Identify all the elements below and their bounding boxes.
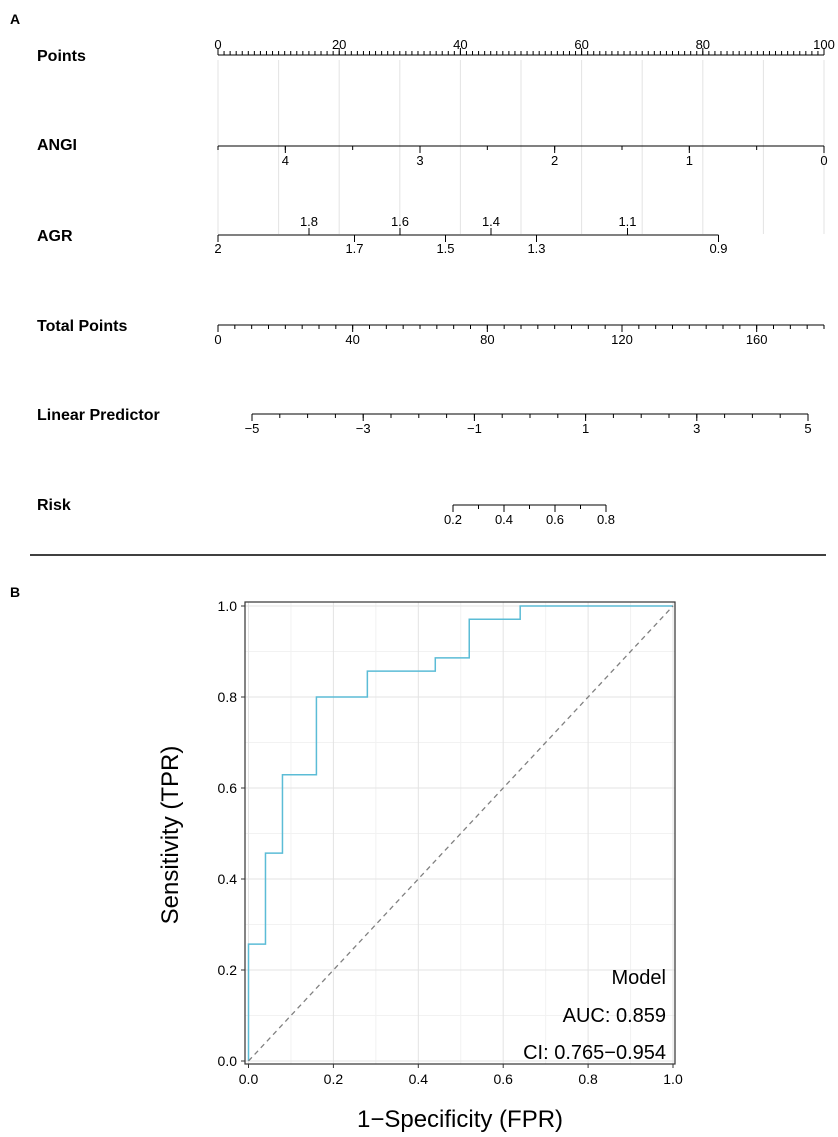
scale-tick-label: 160 [746,332,768,347]
scale-tick-label: 1.6 [391,214,409,229]
scale-tick-label: 1.1 [618,214,636,229]
scale-angi: 4 3 2 1 0 [217,145,828,168]
panel-b-label: B [10,584,20,600]
scale-tick-label: 20 [332,37,346,52]
y-axis-label: Sensitivity (TPR) [157,746,184,925]
row-label-points: Points [37,48,86,65]
x-tick-label: 0.8 [578,1071,598,1087]
x-tick-label: 0.4 [409,1071,429,1087]
scale-tick-label: 40 [453,37,467,52]
scale-tick-label: −5 [245,421,260,436]
scale-tick-label: 0 [820,153,827,168]
scale-tick-label: −3 [356,421,371,436]
scale-tick-label: 0.4 [495,512,513,527]
scale-tick-label: 80 [696,37,710,52]
y-tick-label: 1.0 [218,598,238,614]
scale-tick-label: 2 [214,241,221,256]
scale-tick-label: 0 [214,37,221,52]
y-tick-label: 0.2 [218,962,238,978]
x-tick-label: 0.2 [324,1071,344,1087]
scale-tick-label: 80 [480,332,494,347]
scale-tick-label: 0.2 [444,512,462,527]
scale-tick-label: 1.8 [300,214,318,229]
panel-a-label: A [10,11,20,27]
scale-tick-label: 120 [611,332,633,347]
reference-diagonal-line [248,605,674,1062]
scale-tick-label: 1 [686,153,693,168]
legend-auc: AUC: 0.859 [563,1005,666,1027]
x-tick-label: 0.0 [239,1071,259,1087]
scale-tick-label: 5 [804,421,811,436]
nomogram-row-total-points: Total Points [37,318,127,335]
x-tick-label: 0.6 [493,1071,513,1087]
scale-tick-label: 3 [693,421,700,436]
nomogram-row-risk: Risk [37,497,71,514]
scale-tick-label: 1.5 [436,241,454,256]
roc-chart: 0.0 0.2 0.4 0.6 0.8 1.0 0.0 0.2 0.4 0.6 0.8 1.0 [218,598,683,1087]
row-label-agr: AGR [37,228,73,245]
y-tick-label: 0.4 [218,871,238,887]
scale-tick-label: 4 [282,153,289,168]
scale-tick-label: 60 [574,37,588,52]
scale-risk: 0.2 0.4 0.6 0.8 [444,504,615,527]
nomogram-row-points: Points [37,48,86,65]
scale-total-points: 0 40 80 120 160 [214,324,825,347]
plot-frame [244,601,676,1065]
scale-tick-label: 40 [345,332,359,347]
scale-tick-label: 2 [551,153,558,168]
row-label-linear-predictor: Linear Predictor [37,407,160,424]
roc-curve [247,605,673,1061]
x-tick-label: 1.0 [663,1071,683,1087]
row-label-total-points: Total Points [37,318,127,335]
nomogram-row-agr: AGR [37,228,73,245]
y-tick-label: 0.0 [218,1053,238,1069]
nomogram-gridlines [217,60,825,234]
nomogram-row-angi: ANGI [37,137,77,154]
y-tick-label: 0.8 [218,689,238,705]
legend-model: Model [612,967,666,989]
row-label-angi: ANGI [37,137,77,154]
scale-tick-label: 100 [813,37,835,52]
scale-tick-label: −1 [467,421,482,436]
scale-tick-label: 1.4 [482,214,500,229]
scale-points: 0 20 40 60 80 100 [214,37,835,56]
nomogram: Points ANGI AGR Total Points Linear Pred… [37,48,160,514]
scale-tick-label: 0 [214,332,221,347]
scale-agr: 2 1.7 1.5 1.3 0.9 1.8 1.6 1.4 1.1 [214,214,727,256]
scale-tick-label: 3 [416,153,423,168]
scale-tick-label: 1 [582,421,589,436]
scale-linear-predictor: −5 −3 −1 1 3 5 [245,413,812,436]
scale-tick-label: 0.6 [546,512,564,527]
legend-ci: CI: 0.765−0.954 [523,1042,666,1064]
row-label-risk: Risk [37,497,71,514]
scale-tick-label: 0.8 [597,512,615,527]
scale-tick-label: 1.3 [527,241,545,256]
scale-tick-label: 1.7 [345,241,363,256]
nomogram-row-linear-predictor: Linear Predictor [37,407,160,424]
x-axis-label: 1−Specificity (FPR) [357,1106,563,1133]
scale-tick-label: 0.9 [709,241,727,256]
y-tick-label: 0.6 [218,780,238,796]
